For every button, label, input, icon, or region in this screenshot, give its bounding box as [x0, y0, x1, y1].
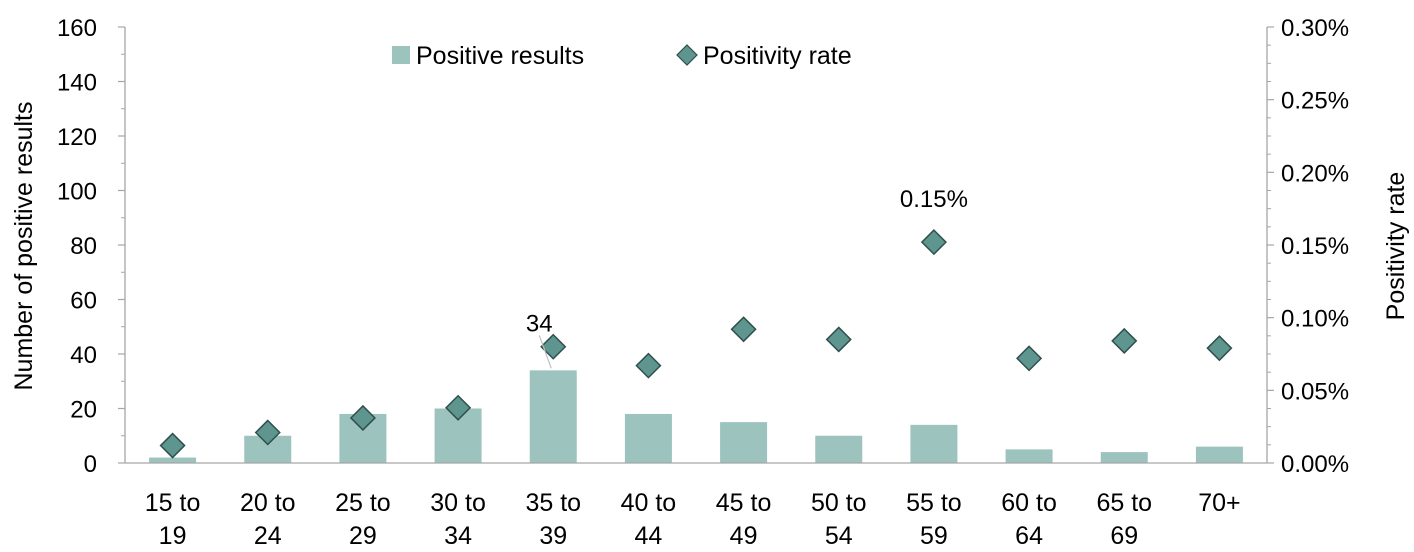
y-tick-label: 80 — [70, 233, 97, 260]
marker — [254, 419, 281, 446]
x-tick-label: 15 to 19 — [145, 489, 201, 550]
x-tick-label: 65 to 69 — [1096, 489, 1152, 550]
x-tick-label: 25 to 29 — [335, 489, 391, 550]
bar — [149, 457, 197, 463]
x-tick-label: 50 to 54 — [811, 489, 867, 550]
data-labels: 34 0.15% — [526, 186, 968, 369]
marker — [1111, 327, 1138, 354]
marker — [349, 404, 376, 432]
y-tick-label: 60 — [70, 288, 97, 315]
bar — [1005, 449, 1053, 463]
marker — [825, 326, 852, 353]
marker — [445, 394, 472, 421]
y-tick-label: 140 — [57, 70, 97, 97]
bar — [815, 435, 863, 463]
legend-swatch-positive-results — [392, 46, 410, 64]
legend: Positive results Positivity rate — [392, 42, 852, 70]
bar-series — [149, 370, 1243, 463]
legend-label-positivity-rate: Positivity rate — [703, 42, 852, 70]
bar — [624, 413, 672, 463]
x-tick-label: 30 to 34 — [430, 489, 486, 550]
marker — [1016, 345, 1043, 372]
bar — [529, 370, 577, 463]
y-tick-label: 120 — [57, 124, 97, 151]
y2-tick-label: 0.00% — [1281, 451, 1349, 478]
y-tick-label: 100 — [57, 179, 97, 206]
y-axis-title: Number of positive results — [10, 101, 38, 390]
x-tick-label: 55 to 59 — [906, 489, 962, 550]
marker — [540, 333, 567, 360]
y2-tick-label: 0.25% — [1281, 88, 1349, 115]
tick-labels: 0 20 40 60 80 100 120 140 160 0.00% 0.05% 0.10% 0.15… — [57, 15, 1349, 550]
bar — [910, 424, 958, 463]
x-tick-label: 20 to 24 — [240, 489, 296, 550]
data-label-leader — [538, 335, 552, 369]
y2-tick-label: 0.20% — [1281, 160, 1349, 187]
y-tick-label: 40 — [70, 342, 97, 369]
marker — [920, 229, 947, 256]
y-tick-label: 0 — [84, 451, 97, 478]
y2-tick-label: 0.10% — [1281, 306, 1349, 333]
y-tick-label: 20 — [70, 397, 97, 424]
x-tick-label: 40 to 44 — [621, 489, 677, 550]
marker — [159, 432, 186, 459]
data-label: 34 — [526, 310, 553, 337]
legend-label-positive-results: Positive results — [416, 42, 584, 70]
marker — [635, 352, 662, 379]
x-tick-label: 35 to 39 — [525, 489, 581, 550]
legend-marker-positivity-rate — [676, 44, 698, 66]
axes — [118, 26, 1274, 464]
x-tick-label: 70+ — [1198, 489, 1240, 517]
x-tick-label: 45 to 49 — [716, 489, 772, 550]
bar — [1195, 446, 1243, 463]
bar — [1100, 452, 1148, 463]
y2-tick-label: 0.15% — [1281, 233, 1349, 260]
x-tick-label: 60 to 64 — [1001, 489, 1057, 550]
y2-tick-label: 0.05% — [1281, 378, 1349, 405]
y2-tick-label: 0.30% — [1281, 15, 1349, 42]
marker — [1206, 335, 1233, 362]
marker — [730, 316, 757, 343]
bar — [720, 422, 768, 463]
marker-series — [159, 229, 1233, 459]
y2-axis-title: Positivity rate — [1382, 172, 1410, 321]
data-label: 0.15% — [900, 186, 968, 213]
y-tick-label: 160 — [57, 15, 97, 42]
